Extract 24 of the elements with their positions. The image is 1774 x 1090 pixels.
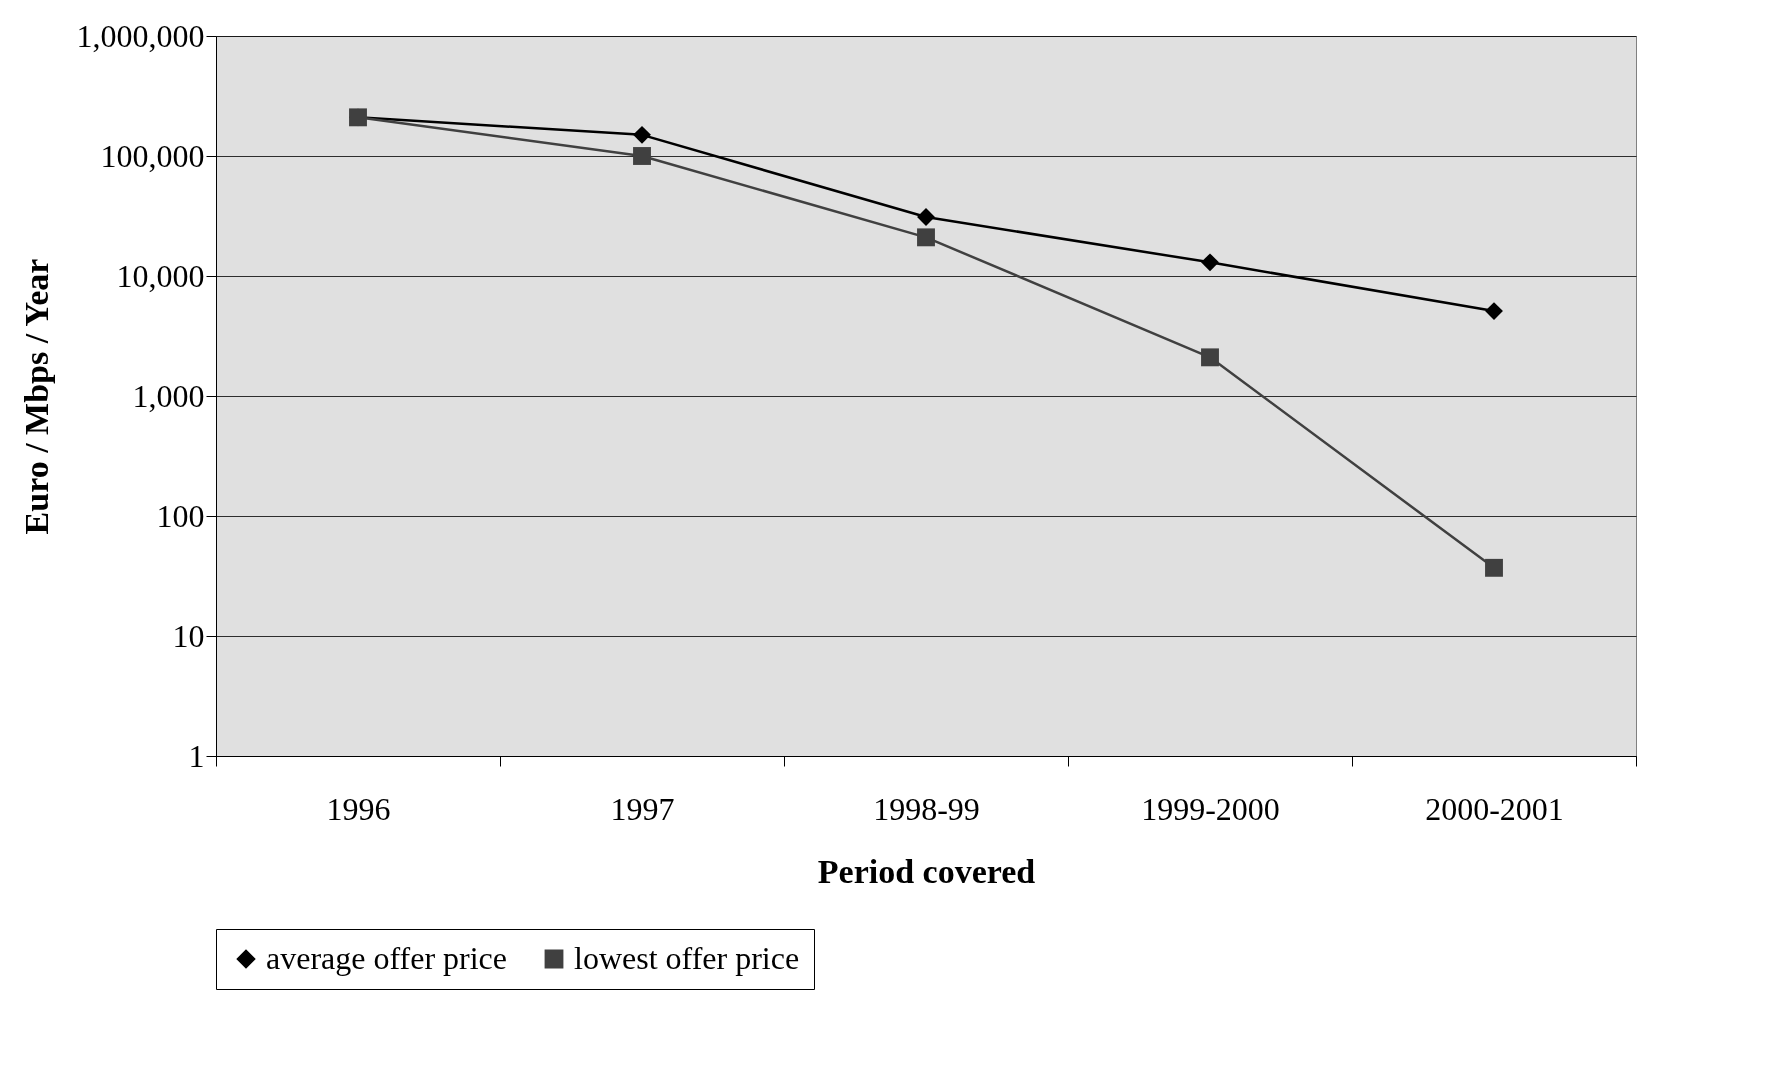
point xyxy=(1201,348,1219,367)
legend-label: average offer price xyxy=(266,940,508,976)
x-tick-label: 1996 xyxy=(326,790,391,827)
x-tick-label: 2000-2001 xyxy=(1425,790,1564,827)
legend-label: lowest offer price xyxy=(574,940,800,976)
y-axis-title: Euro / Mbps / Year xyxy=(17,258,55,535)
point xyxy=(917,208,935,226)
y-tick-label: 1,000,000 xyxy=(76,17,205,54)
point xyxy=(633,125,651,144)
point xyxy=(633,147,651,165)
y-tick-label: 100,000 xyxy=(100,137,205,174)
y-tick-label: 10 xyxy=(172,617,205,654)
point xyxy=(1485,302,1503,321)
y-tick-label: 10,000 xyxy=(116,257,205,294)
x-tick-label: 1998-99 xyxy=(873,790,980,827)
y-tick-label: 100 xyxy=(156,497,205,534)
x-tick-label: 1999-2000 xyxy=(1141,790,1280,827)
point xyxy=(1485,558,1503,577)
x-tick-label: 1997 xyxy=(610,790,675,827)
y-tick-label: 1 xyxy=(188,737,205,774)
y-tick-label: 1,000 xyxy=(132,377,205,414)
point xyxy=(1201,253,1219,272)
point xyxy=(917,228,935,247)
x-axis-title: Period covered xyxy=(817,852,1036,890)
